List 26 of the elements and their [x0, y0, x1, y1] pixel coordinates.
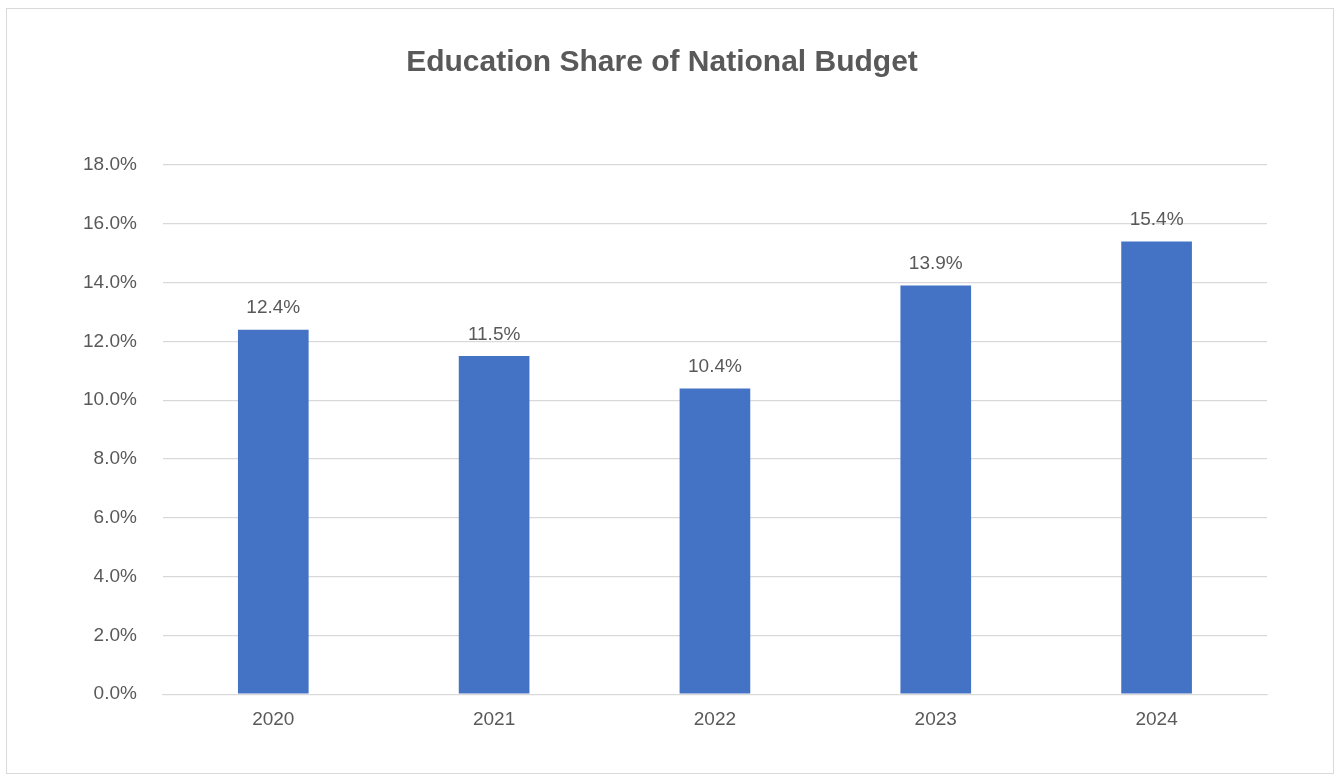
data-label: 15.4%	[1129, 208, 1184, 230]
x-tick-label: 2023	[914, 707, 957, 729]
y-tick-label: 4.0%	[93, 564, 137, 586]
y-tick-label: 16.0%	[83, 212, 137, 234]
x-tick-label: 2020	[252, 707, 295, 729]
bar	[458, 356, 530, 694]
y-tick-label: 10.0%	[83, 388, 137, 410]
data-label: 10.4%	[688, 355, 742, 377]
y-tick-label: 8.0%	[93, 447, 137, 469]
y-tick-label: 18.0%	[83, 153, 137, 175]
y-tick-label: 12.0%	[83, 329, 137, 351]
y-tick-label: 14.0%	[83, 270, 137, 292]
x-tick-label: 2024	[1135, 707, 1179, 729]
data-label: 12.4%	[246, 296, 301, 318]
bar	[900, 285, 972, 694]
bar	[237, 329, 309, 694]
bar	[679, 388, 751, 694]
y-tick-label: 6.0%	[93, 506, 137, 528]
data-label: 13.9%	[908, 252, 963, 274]
y-tick-label: 2.0%	[93, 623, 137, 645]
x-tick-label: 2021	[472, 707, 516, 729]
chart-title: Education Share of National Budget	[406, 44, 918, 78]
x-tick-label: 2022	[693, 707, 737, 729]
y-tick-label: 0.0%	[93, 682, 137, 704]
data-label: 11.5%	[467, 322, 521, 344]
bar	[1121, 241, 1192, 694]
